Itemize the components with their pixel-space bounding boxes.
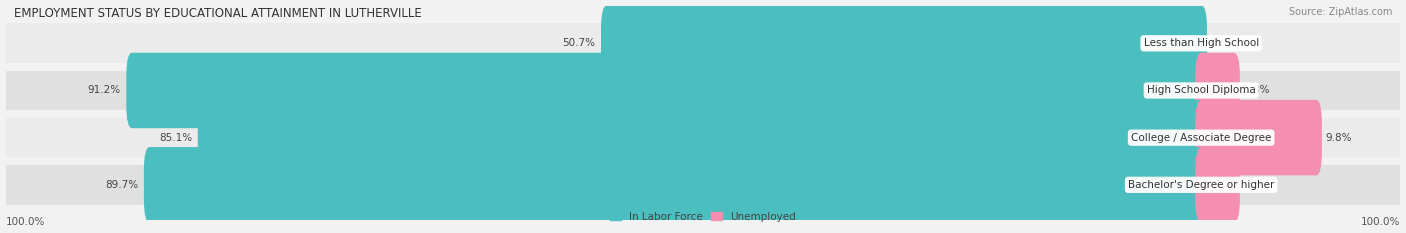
Text: Source: ZipAtlas.com: Source: ZipAtlas.com (1288, 7, 1392, 17)
Text: 89.7%: 89.7% (105, 180, 138, 190)
Text: Bachelor's Degree or higher: Bachelor's Degree or higher (1128, 180, 1274, 190)
FancyBboxPatch shape (198, 100, 1206, 175)
FancyBboxPatch shape (143, 147, 1206, 223)
FancyBboxPatch shape (127, 53, 1206, 128)
FancyBboxPatch shape (600, 6, 1206, 81)
FancyBboxPatch shape (1195, 147, 1240, 223)
Text: Less than High School: Less than High School (1143, 38, 1258, 48)
Text: 50.7%: 50.7% (562, 38, 595, 48)
Text: 0.0%: 0.0% (1211, 38, 1237, 48)
FancyBboxPatch shape (6, 24, 1400, 63)
Text: 85.1%: 85.1% (159, 133, 193, 143)
Text: EMPLOYMENT STATUS BY EDUCATIONAL ATTAINMENT IN LUTHERVILLE: EMPLOYMENT STATUS BY EDUCATIONAL ATTAINM… (14, 7, 422, 20)
Text: 100.0%: 100.0% (1361, 217, 1400, 227)
Text: 9.8%: 9.8% (1326, 133, 1353, 143)
Text: 100.0%: 100.0% (6, 217, 45, 227)
Text: 91.2%: 91.2% (87, 86, 121, 96)
Legend: In Labor Force, Unemployed: In Labor Force, Unemployed (606, 207, 800, 226)
FancyBboxPatch shape (1195, 53, 1240, 128)
Text: 2.8%: 2.8% (1243, 180, 1270, 190)
Text: High School Diploma: High School Diploma (1147, 86, 1256, 96)
Text: 2.8%: 2.8% (1243, 86, 1270, 96)
Text: College / Associate Degree: College / Associate Degree (1130, 133, 1271, 143)
FancyBboxPatch shape (6, 71, 1400, 110)
FancyBboxPatch shape (6, 165, 1400, 205)
FancyBboxPatch shape (6, 118, 1400, 158)
FancyBboxPatch shape (1195, 100, 1322, 175)
